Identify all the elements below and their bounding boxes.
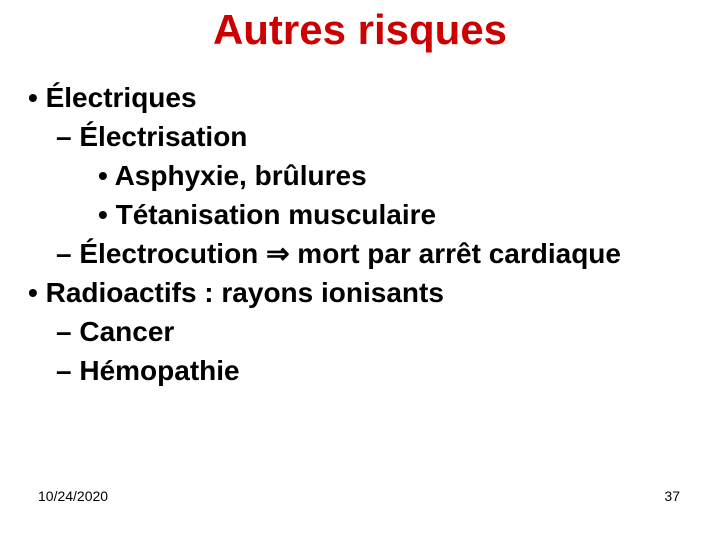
bullet-marker: • xyxy=(28,277,38,308)
bullet-text: Électrisation xyxy=(79,121,247,152)
slide-title: Autres risques xyxy=(0,0,720,54)
bullet-text-before: Électrocution xyxy=(79,238,266,269)
bullet-level-1: • Radioactifs : rayons ionisants xyxy=(28,275,720,310)
slide-body: • Électriques – Électrisation • Asphyxie… xyxy=(0,54,720,388)
arrow-icon: ⇒ xyxy=(266,238,289,269)
bullet-text: Radioactifs : rayons ionisants xyxy=(46,277,444,308)
footer-page-number: 37 xyxy=(664,488,680,504)
bullet-text: Asphyxie, brûlures xyxy=(115,160,367,191)
bullet-level-2: – Cancer xyxy=(28,314,720,349)
bullet-marker: – xyxy=(56,238,72,269)
bullet-marker: – xyxy=(56,121,72,152)
bullet-level-1: • Électriques xyxy=(28,80,720,115)
bullet-marker: • xyxy=(98,160,108,191)
slide-footer: 10/24/2020 37 xyxy=(38,488,680,504)
bullet-marker: – xyxy=(56,316,72,347)
bullet-marker: • xyxy=(28,82,38,113)
bullet-text: Cancer xyxy=(79,316,174,347)
bullet-level-3: • Asphyxie, brûlures xyxy=(28,158,720,193)
bullet-level-2: – Hémopathie xyxy=(28,353,720,388)
bullet-text-after: mort par arrêt cardiaque xyxy=(290,238,621,269)
bullet-text: Électriques xyxy=(46,82,197,113)
footer-date: 10/24/2020 xyxy=(38,488,108,504)
bullet-text: Hémopathie xyxy=(79,355,239,386)
bullet-level-2: – Électrocution ⇒ mort par arrêt cardiaq… xyxy=(28,236,720,271)
bullet-level-3: • Tétanisation musculaire xyxy=(28,197,720,232)
bullet-marker: – xyxy=(56,355,72,386)
bullet-marker: • xyxy=(98,199,108,230)
bullet-text: Tétanisation musculaire xyxy=(116,199,437,230)
bullet-level-2: – Électrisation xyxy=(28,119,720,154)
slide: Autres risques • Électriques – Électrisa… xyxy=(0,0,720,540)
